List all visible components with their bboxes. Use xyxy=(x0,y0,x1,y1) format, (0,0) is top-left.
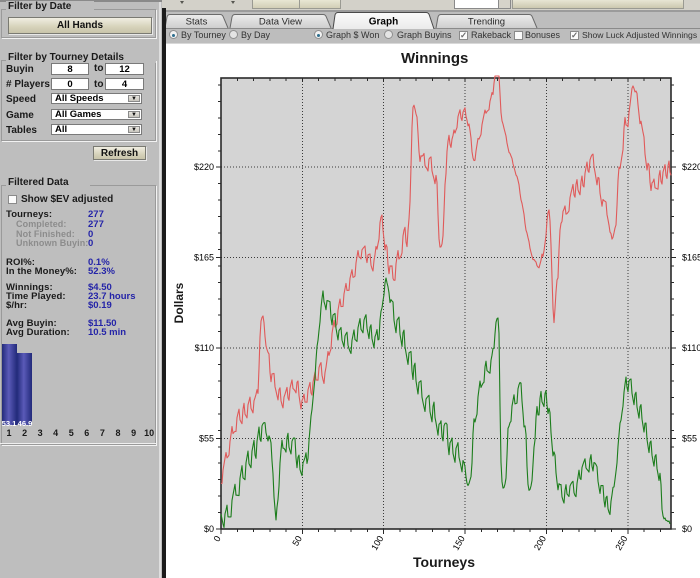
svg-text:$110: $110 xyxy=(195,343,214,353)
svg-text:$110: $110 xyxy=(682,343,700,353)
svg-text:Stats: Stats xyxy=(186,17,208,28)
svg-text:Trending: Trending xyxy=(468,17,505,28)
svg-text:250: 250 xyxy=(613,534,629,552)
svg-text:$220: $220 xyxy=(194,162,214,172)
svg-text:Graph: Graph xyxy=(369,17,398,28)
svg-text:Data View: Data View xyxy=(259,17,302,28)
svg-text:$55: $55 xyxy=(199,434,214,444)
svg-text:$0: $0 xyxy=(204,524,214,534)
svg-text:0: 0 xyxy=(212,534,223,543)
svg-text:$165: $165 xyxy=(682,253,700,263)
svg-text:$55: $55 xyxy=(682,434,697,444)
svg-text:200: 200 xyxy=(532,534,548,552)
svg-text:$0: $0 xyxy=(682,524,692,534)
svg-text:$220: $220 xyxy=(682,162,700,172)
svg-text:50: 50 xyxy=(290,534,304,548)
svg-text:150: 150 xyxy=(451,534,467,552)
svg-text:$165: $165 xyxy=(194,253,214,263)
svg-text:100: 100 xyxy=(369,534,385,552)
